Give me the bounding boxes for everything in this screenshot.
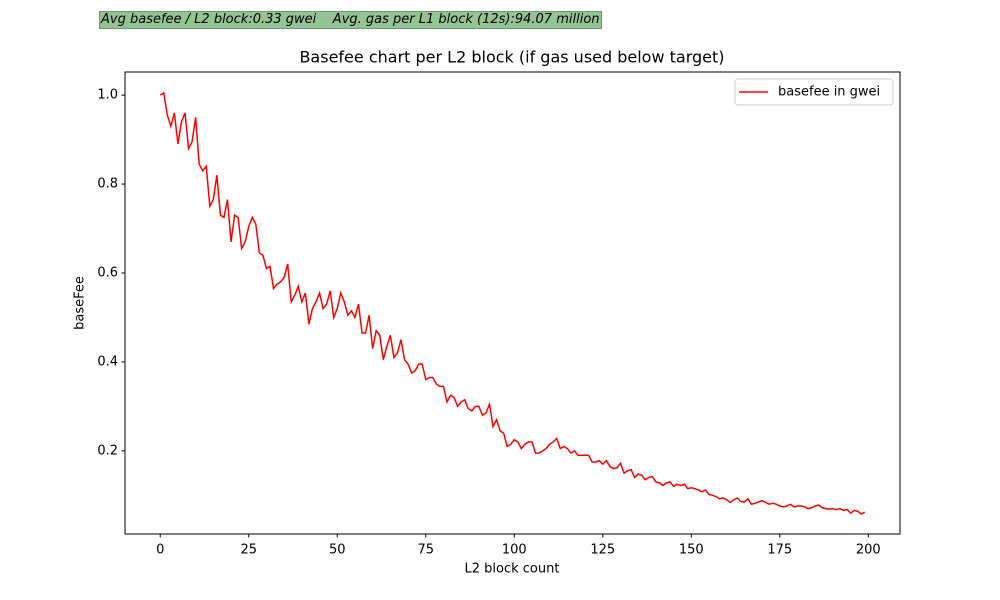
x-axis-label: L2 block count — [465, 562, 560, 577]
x-tick-label: 25 — [240, 543, 257, 558]
x-tick-label: 50 — [329, 543, 346, 558]
x-tick-label: 125 — [590, 543, 615, 558]
x-tick-label: 75 — [417, 543, 434, 558]
plot-frame — [124, 71, 901, 535]
x-tick-label: 0 — [156, 543, 164, 558]
series-line — [159, 91, 866, 515]
y-axis-label: baseFee — [73, 276, 88, 330]
x-tick-label: 200 — [856, 543, 881, 558]
chart-title: Basefee chart per L2 block (if gas used … — [299, 48, 724, 67]
x-tick-label: 175 — [767, 543, 792, 558]
y-tick-label: 1.0 — [97, 88, 118, 103]
annotation: Avg basefee / L2 block:0.33 gwei Avg. ga… — [99, 11, 602, 29]
y-tick-label: 0.8 — [97, 177, 118, 192]
y-tick-label: 0.6 — [97, 265, 118, 280]
y-tick-label: 0.4 — [97, 354, 118, 369]
y-tick-label: 0.2 — [97, 443, 118, 458]
legend-box — [734, 78, 894, 106]
x-tick-label: 100 — [502, 543, 527, 558]
legend-label: basefee in gwei — [778, 85, 880, 100]
x-tick-label: 150 — [679, 543, 704, 558]
